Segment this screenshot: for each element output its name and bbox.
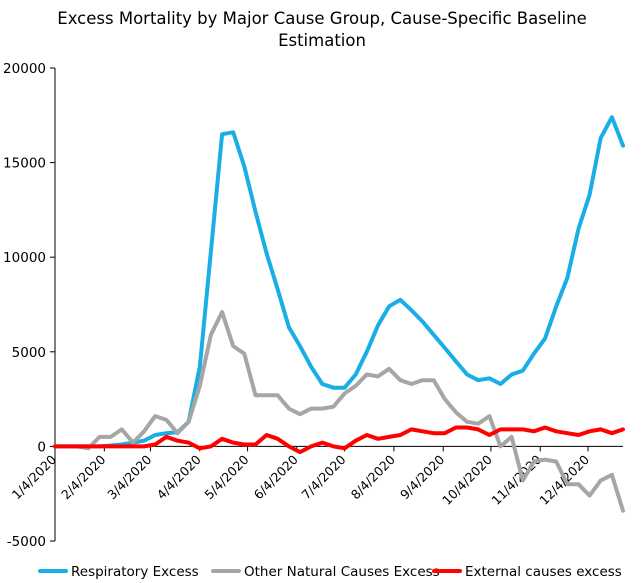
y-tick-label: 15000	[3, 156, 46, 172]
y-tick-label: 20000	[3, 61, 46, 77]
x-tick-label: 8/4/2020	[348, 452, 398, 502]
x-tick-label: 3/4/2020	[104, 452, 154, 502]
series-line-2	[53, 310, 625, 513]
y-tick-label: 0	[37, 439, 46, 455]
y-tick-label: 10000	[3, 250, 46, 266]
chart-title-line-1: Excess Mortality by Major Cause Group, C…	[57, 9, 587, 28]
y-tick-label: -5000	[7, 534, 46, 550]
x-tick-label: 9/4/2020	[397, 452, 447, 502]
chart-title-line-2: Estimation	[278, 31, 366, 50]
x-tick-label: 6/4/2020	[251, 452, 301, 502]
x-tick-label: 10/4/2020	[439, 452, 495, 508]
series-line-3	[53, 425, 625, 455]
x-tick-label: 5/4/2020	[201, 452, 251, 502]
legend-label-1: Respiratory Excess	[71, 564, 199, 580]
x-tick-label: 7/4/2020	[298, 452, 348, 502]
series-line-1	[53, 115, 625, 449]
y-tick-label: 5000	[12, 345, 46, 361]
x-tick-label: 4/4/2020	[154, 452, 204, 502]
legend-label-2: Other Natural Causes Excess	[244, 564, 440, 580]
x-tick-label: 1/4/2020	[9, 452, 59, 502]
legend-label-3: External causes excess	[465, 564, 622, 580]
chart-title: Excess Mortality by Major Cause Group, C…	[0, 8, 644, 52]
x-tick-label: 2/4/2020	[58, 452, 108, 502]
